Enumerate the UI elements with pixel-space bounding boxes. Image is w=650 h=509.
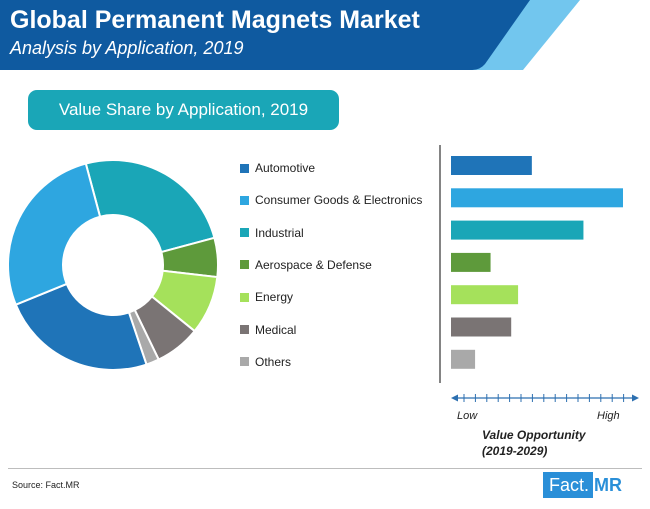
source-note: Source: Fact.MR — [12, 480, 80, 490]
scale-high-label: High — [597, 410, 620, 422]
legend-swatch — [240, 325, 249, 334]
donut-chart — [7, 159, 219, 371]
legend-swatch — [240, 357, 249, 367]
legend-swatch — [240, 163, 249, 173]
axis-title-line-2: (2019-2029) — [482, 444, 548, 458]
header-dark-band — [0, 0, 530, 70]
legend-item-energy: Energy — [240, 288, 293, 306]
scale-arrow-right — [632, 394, 639, 402]
logo-fact-text: Fact. — [543, 472, 594, 498]
bar-medical — [451, 317, 512, 337]
legend-label: Medical — [255, 322, 297, 337]
bar-automotive — [451, 156, 532, 175]
legend-item-consumer-goods-and-electronics: Consumer Goods & Electronics — [240, 191, 422, 209]
axis-title: Value Opportunity (2019-2029) — [482, 427, 586, 459]
bar-aerospace-and-defense — [451, 252, 491, 272]
legend-label: Others — [255, 354, 292, 369]
footer-divider — [8, 468, 642, 469]
bar-industrial — [451, 220, 584, 240]
bar-others — [451, 349, 476, 369]
bar-consumer-goods-and-electronics — [451, 188, 623, 208]
logo-mr-text: MR — [594, 475, 623, 495]
bar-energy — [451, 285, 519, 305]
legend-item-automotive: Automotive — [240, 159, 315, 177]
donut-slice-consumer-goods-and-electronics — [7, 162, 102, 306]
legend-label: Industrial — [255, 225, 304, 240]
scale-low-label: Low — [457, 410, 478, 422]
legend-swatch — [240, 195, 249, 205]
header-banner — [0, 0, 580, 70]
legend-item-industrial: Industrial — [240, 224, 304, 242]
legend-label: Automotive — [255, 161, 316, 175]
legend-item-others: Others — [240, 353, 291, 371]
legend-item-aerospace-and-defense: Aerospace & Defense — [240, 256, 372, 274]
page-title: Global Permanent Magnets Market — [10, 6, 420, 34]
legend-swatch — [240, 228, 249, 238]
donut-slice-industrial — [84, 159, 216, 254]
opportunity-bar-chart — [439, 145, 623, 383]
scale-arrow-left — [451, 394, 458, 402]
legend-label: Consumer Goods & Electronics — [255, 193, 423, 208]
legend-label: Energy — [255, 290, 294, 305]
donut-slice-automotive — [14, 282, 148, 371]
legend-swatch — [240, 292, 249, 302]
legend-label: Aerospace & Defense — [255, 257, 372, 272]
factmr-logo: Fact. MR — [543, 472, 622, 498]
page-subtitle: Analysis by Application, 2019 — [10, 38, 244, 58]
axis-title-line-1: Value Opportunity — [482, 428, 586, 442]
section-badge: Value Share by Application, 2019 — [28, 90, 339, 130]
legend-item-medical: Medical — [240, 321, 296, 339]
opportunity-scale — [451, 394, 639, 402]
legend-swatch — [240, 260, 249, 270]
